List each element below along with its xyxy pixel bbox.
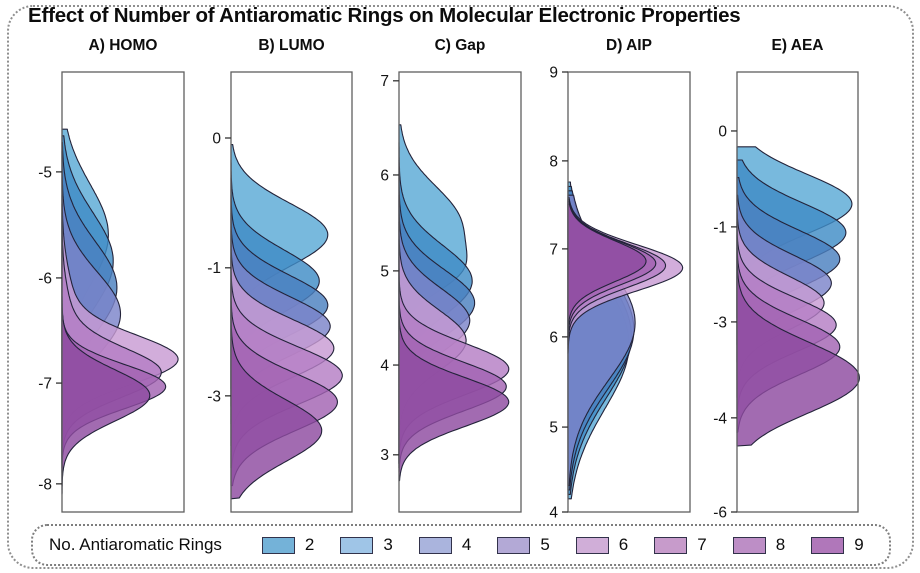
legend-value: 7 bbox=[697, 535, 707, 554]
tick-label: -6 bbox=[713, 504, 727, 521]
panel-lumo: 0 -1 -3 bbox=[207, 71, 353, 513]
legend-swatch-3 bbox=[340, 536, 374, 554]
legend-value: 8 bbox=[775, 535, 786, 554]
tick-label: 5 bbox=[549, 420, 558, 437]
legend-swatch-4 bbox=[418, 536, 452, 554]
tick-label: -7 bbox=[38, 376, 52, 393]
chart-title: Effect of Number of Antiaromatic Rings o… bbox=[28, 4, 741, 27]
legend-swatch-6 bbox=[575, 536, 609, 554]
tick-label: 0 bbox=[212, 130, 221, 147]
tick-label: -3 bbox=[207, 388, 221, 405]
legend: No. Antiaromatic Rings 2 3 4 5 6 7 8 9 bbox=[31, 524, 891, 566]
panel-title-aip: D) AIP bbox=[606, 37, 652, 54]
tick-label: 7 bbox=[549, 241, 558, 258]
tick-label: -5 bbox=[38, 164, 52, 181]
legend-entry-2: 2 bbox=[261, 535, 315, 555]
tick-label: -1 bbox=[713, 219, 727, 236]
ridge-aea-9 bbox=[736, 247, 860, 447]
tick-label: -8 bbox=[38, 476, 52, 493]
tick-label: 7 bbox=[380, 73, 389, 90]
legend-entry-9: 9 bbox=[811, 535, 864, 555]
legend-value: 9 bbox=[854, 535, 864, 554]
panel-title-homo: A) HOMO bbox=[88, 37, 158, 54]
legend-entry-3: 3 bbox=[340, 535, 393, 555]
plot-border bbox=[567, 71, 691, 513]
tick-label: -3 bbox=[713, 314, 727, 331]
tick-label: -1 bbox=[207, 260, 221, 277]
panel-gap: 7 6 5 4 3 bbox=[380, 71, 522, 513]
legend-value: 4 bbox=[461, 535, 472, 554]
tick-label: 6 bbox=[549, 329, 558, 346]
tick-label: 0 bbox=[718, 123, 727, 140]
panel-title-lumo: B) LUMO bbox=[258, 37, 325, 54]
plot-border bbox=[230, 71, 353, 513]
legend-entry-6: 6 bbox=[575, 535, 629, 555]
panel-homo: -5 -6 -7 -8 bbox=[38, 71, 185, 513]
tick-label: 5 bbox=[380, 263, 389, 280]
legend-entry-7: 7 bbox=[654, 535, 707, 555]
legend-entry-5: 5 bbox=[497, 535, 550, 555]
legend-swatch-2 bbox=[261, 536, 295, 554]
tick-label: -4 bbox=[713, 410, 727, 427]
panel-title-aea: E) AEA bbox=[771, 37, 824, 54]
legend-swatch-8 bbox=[732, 536, 766, 554]
legend-swatch-9 bbox=[811, 536, 845, 554]
legend-value: 2 bbox=[304, 535, 315, 554]
legend-entry-8: 8 bbox=[732, 535, 786, 555]
plot-border bbox=[736, 71, 859, 513]
tick-label: 6 bbox=[380, 167, 389, 184]
tick-label: 3 bbox=[380, 447, 389, 464]
legend-title: No. Antiaromatic Rings bbox=[49, 535, 222, 554]
panel-aip: 9 8 7 6 5 4 bbox=[549, 64, 691, 521]
legend-value: 3 bbox=[383, 535, 393, 554]
panel-aea: 0 -1 -3 -4 -6 bbox=[713, 71, 860, 521]
legend-value: 5 bbox=[540, 535, 550, 554]
tick-label: 4 bbox=[380, 357, 389, 374]
panel-title-gap: C) Gap bbox=[434, 37, 486, 54]
legend-swatch-7 bbox=[654, 536, 688, 554]
tick-label: -6 bbox=[38, 270, 52, 287]
legend-items: 2 3 4 5 6 7 8 9 bbox=[261, 535, 875, 555]
legend-swatch-5 bbox=[497, 536, 531, 554]
tick-label: 8 bbox=[549, 153, 558, 170]
legend-value: 6 bbox=[618, 535, 629, 554]
legend-entry-4: 4 bbox=[418, 535, 472, 555]
tick-label: 9 bbox=[549, 64, 558, 81]
tick-label: 4 bbox=[549, 504, 558, 521]
ridge-aip-9 bbox=[567, 203, 647, 341]
plot-border bbox=[61, 71, 185, 513]
plot-border bbox=[398, 71, 522, 513]
